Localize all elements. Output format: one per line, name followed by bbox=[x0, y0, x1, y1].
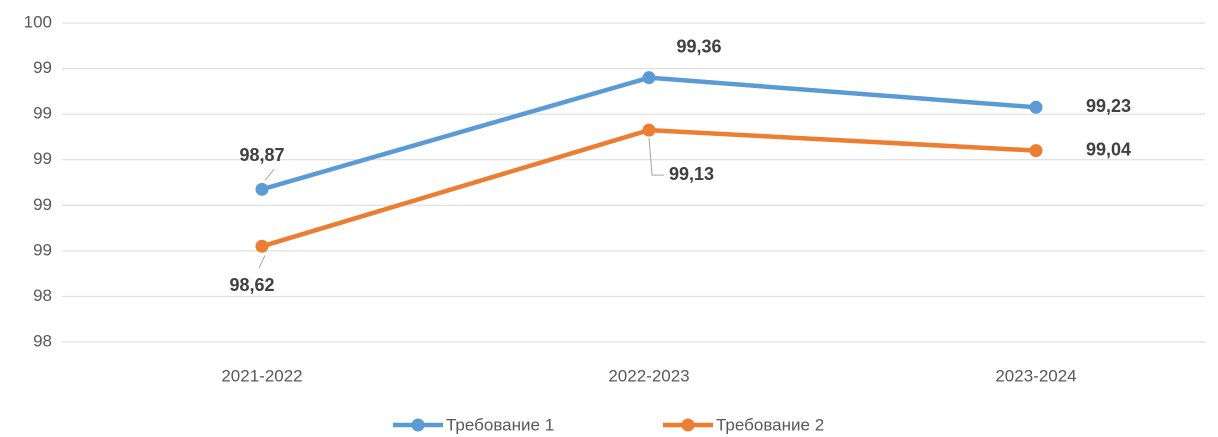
data-label: 99,36 bbox=[676, 36, 721, 56]
y-tick-label: 99 bbox=[33, 240, 52, 259]
point bbox=[642, 123, 656, 137]
y-tick-label: 98 bbox=[33, 331, 52, 350]
leader-line bbox=[264, 169, 275, 181]
leader-line bbox=[258, 255, 266, 269]
y-tick-label: 99 bbox=[33, 149, 52, 168]
point bbox=[255, 182, 269, 196]
data-label: 99,23 bbox=[1086, 96, 1131, 116]
y-tick-label: 99 bbox=[33, 104, 52, 123]
data-label: 98,62 bbox=[229, 275, 274, 295]
data-label: 99,04 bbox=[1086, 139, 1131, 159]
y-tick-label: 99 bbox=[33, 195, 52, 214]
y-tick-label: 100 bbox=[24, 12, 52, 31]
legend-label: Требование 1 bbox=[446, 415, 554, 434]
x-tick-label: 2022-2023 bbox=[608, 366, 689, 385]
point bbox=[255, 239, 269, 253]
point bbox=[1029, 100, 1043, 114]
legend-label: Требование 2 bbox=[716, 415, 824, 434]
y-tick-label: 98 bbox=[33, 286, 52, 305]
series-line bbox=[261, 127, 1037, 249]
data-label: 99,13 bbox=[669, 164, 714, 184]
x-tick-label: 2021-2022 bbox=[221, 366, 302, 385]
legend-marker bbox=[411, 418, 425, 432]
leader-line bbox=[648, 138, 664, 176]
point bbox=[1029, 144, 1043, 158]
y-tick-label: 99 bbox=[33, 58, 52, 77]
legend-marker bbox=[681, 418, 695, 432]
x-tick-label: 2023-2024 bbox=[995, 366, 1076, 385]
point bbox=[642, 71, 656, 85]
data-label: 98,87 bbox=[239, 145, 284, 165]
